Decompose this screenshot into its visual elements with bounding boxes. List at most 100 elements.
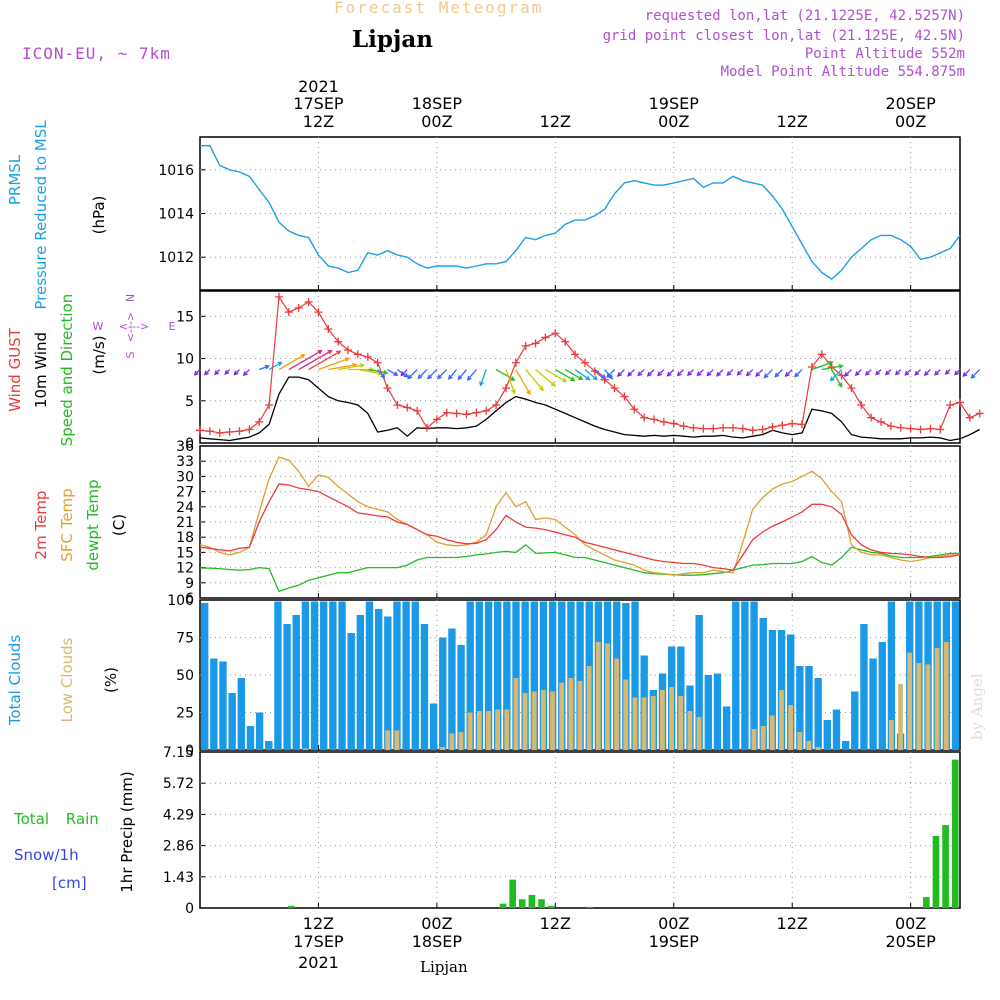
low-cloud-bar (586, 666, 592, 750)
wind-arrow-head (828, 360, 834, 366)
total-cloud-bar (402, 601, 410, 750)
total-cloud-bar (530, 601, 538, 750)
total-cloud-bar (841, 741, 850, 750)
pressure-ytick-label: 1012 (158, 250, 194, 266)
wind-gust-marker (363, 352, 372, 361)
total-cloud-bar (347, 633, 355, 750)
wind-arrow-head (829, 376, 835, 382)
total-cloud-bar (851, 691, 859, 750)
wind-gust-marker (324, 325, 333, 333)
bottom-hour-label: 12Z (303, 914, 334, 933)
wind-arrow-head (686, 371, 692, 377)
wind-direction-arrow (715, 369, 724, 377)
wind-arrow-shaft (774, 369, 783, 378)
wind-gust-marker (482, 406, 491, 415)
wind-gust-marker (551, 329, 560, 338)
top-date-label: 17SEP (293, 94, 344, 113)
wind-arrow-head (837, 382, 843, 388)
wind-arrow-head (904, 370, 910, 376)
wind-gust-marker (531, 339, 540, 348)
wind-arrow-shaft (794, 369, 803, 378)
model-altitude: Model Point Altitude 554.875m (720, 64, 965, 80)
low-cloud-bar (449, 733, 455, 750)
wind-gust-marker (630, 405, 639, 414)
wind-arrow-head (706, 371, 712, 377)
wind-gust-marker (709, 424, 718, 433)
wind-arrow-head (696, 371, 702, 377)
wind-direction-arrow (736, 369, 744, 376)
wind-arrow-head (784, 372, 790, 377)
wind-direction-arrow (447, 369, 458, 380)
total-cloud-bar (832, 709, 841, 750)
total-cloud-bar (310, 601, 319, 750)
wind-arrow-shaft (448, 369, 458, 380)
wind-gust-marker (768, 422, 777, 431)
precip-frame (199, 751, 961, 909)
wind-arrow-shaft (400, 369, 408, 376)
total-cloud-bar (393, 601, 401, 750)
total-cloud-bar (301, 601, 310, 750)
wind-arrow-shaft (764, 369, 773, 378)
wind-direction-arrow (466, 369, 477, 381)
wind-gust-marker (580, 358, 589, 367)
wind-arrow-head (601, 374, 607, 380)
low-cloud-bar (779, 690, 784, 750)
clouds-ytick-label: 100 (167, 593, 194, 609)
wind-gust-marker (679, 422, 688, 431)
low-cloud-bar (623, 679, 629, 750)
wind-direction-arrow (554, 368, 576, 382)
wind-direction-arrow (831, 369, 843, 388)
total-cloud-bar (329, 601, 337, 750)
wind-arrow-head (203, 370, 209, 376)
wind-direction-arrow (962, 369, 971, 377)
wind-gust-marker (798, 420, 807, 429)
temperature-ytick-label: 24 (176, 500, 194, 516)
rain-bar (499, 903, 507, 908)
wind-arrow-shaft (258, 365, 269, 371)
grid-point-coords: grid point closest lon,lat (21.125E, 42.… (602, 28, 965, 44)
wind-arrow-head (637, 371, 643, 377)
low-cloud-bar (925, 664, 931, 750)
wind-arrow-head (336, 350, 342, 356)
total-cloud-bar (860, 624, 868, 750)
wind-gust-marker (492, 401, 501, 409)
top-date-label: 20SEP (886, 94, 937, 113)
temperature-ytick-label: 6 (185, 591, 194, 607)
wind-direction-arrow (594, 369, 607, 380)
compass-east: E (169, 320, 176, 333)
wind-arrow-shaft (627, 369, 635, 377)
wind-direction-arrow (400, 369, 408, 377)
total-cloud-bar (750, 601, 758, 750)
total-cloud-bar (768, 630, 777, 750)
wind-arrow-shaft (647, 369, 655, 377)
clouds-ytick-label: 50 (176, 668, 194, 684)
wind-arrow-head (233, 370, 239, 376)
low-cloud-bar (898, 684, 903, 750)
low-cloud-bar (769, 715, 775, 750)
temp-2m-ylabel: 2m Temp (32, 491, 50, 560)
total-cloud-bar (475, 601, 484, 750)
snow-ylabel: Snow/1h (14, 846, 79, 864)
wind-direction-arrow (666, 369, 675, 377)
wind-arrow-head (317, 349, 323, 355)
bottom-hour-label: 12Z (777, 914, 808, 933)
wind-arrow-shaft (785, 369, 793, 377)
compass-north: N (124, 294, 137, 302)
wind-arrow-shaft (677, 369, 685, 376)
total-cloud-bar (887, 601, 896, 750)
wind-arrow-shaft (318, 357, 350, 371)
wind-direction-arrow (696, 369, 704, 377)
wind-gust-marker (423, 423, 432, 432)
bottom-hour-label: 00Z (421, 914, 452, 933)
wind-direction-arrow (377, 369, 386, 379)
total-cloud-bar (411, 601, 419, 750)
wind-direction-arrow (627, 369, 635, 377)
compass-south: S (124, 351, 137, 358)
wind-direction-arrow (584, 369, 598, 381)
wind-arrow-shaft (387, 368, 398, 376)
rain-bar (538, 899, 545, 908)
wind-gust-marker (738, 424, 747, 433)
wind-direction-arrow (944, 369, 951, 375)
wind-arrow-head (875, 370, 881, 376)
wind-gust-marker (659, 417, 668, 426)
